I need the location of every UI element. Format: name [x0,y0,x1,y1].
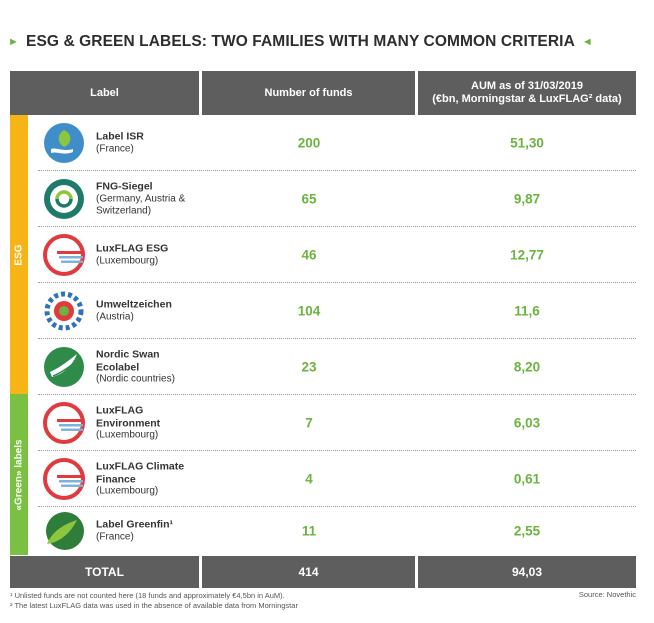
total-label: TOTAL [10,556,199,588]
label-cell: Label ISR (France) [96,130,144,155]
total-aum: 94,03 [418,556,636,588]
label-cell: LuxFLAG ESG (Luxembourg) [96,242,169,267]
table-row: LuxFLAG Environment (Luxembourg) 7 6,03 [28,395,636,451]
label-cell: LuxFLAG Environment (Luxembourg) [96,404,161,441]
luxflag-icon [43,402,85,444]
footnote-2: ² The latest LuxFLAG data was used in th… [10,601,298,610]
aum-value: 11,6 [514,303,540,319]
aum-value: 0,61 [513,471,541,487]
greenfin-icon [46,512,84,550]
aum-value: 2,55 [513,523,541,539]
table-row: Umweltzeichen (Austria) 104 11,6 [28,283,636,339]
funds-value: 4 [305,471,313,487]
label-cell: Nordic Swan Ecolabel (Nordic countries) [96,348,175,385]
header-label: Label [10,71,199,115]
arrow-right-icon: ► [8,36,19,48]
funds-value: 11 [301,523,317,539]
umweltzeichen-icon [44,291,84,331]
funds-value: 7 [305,415,313,431]
label-cell: Umweltzeichen (Austria) [96,298,172,323]
table-row: Label ISR (France) 200 51,30 [28,115,636,171]
funds-value: 46 [301,247,317,263]
source-note: Source: Novethic [578,590,636,599]
luxflag-icon [43,234,85,276]
esg-band: ESG [10,115,28,394]
aum-value: 9,87 [513,191,541,207]
label-isr-icon [44,123,84,163]
aum-value: 8,20 [513,359,541,375]
total-funds: 414 [202,556,415,588]
funds-value: 65 [301,191,317,207]
header-funds: Number of funds [202,71,415,115]
title-text: ESG & GREEN LABELS: TWO FAMILIES WITH MA… [26,33,575,50]
funds-value: 23 [301,359,317,375]
table-row: Nordic Swan Ecolabel (Nordic countries) … [28,339,636,395]
table-row: FNG-Siegel (Germany, Austria & Switzerla… [28,171,636,227]
green-band: «Green» labels [10,394,28,555]
fng-siegel-icon [44,179,84,219]
funds-value: 104 [297,303,321,319]
aum-value: 12,77 [510,247,544,263]
aum-value: 6,03 [513,415,541,431]
luxflag-icon [43,458,85,500]
label-cell: FNG-Siegel (Germany, Austria & Switzerla… [96,180,186,217]
table-row: LuxFLAG Climate Finance (Luxembourg) 4 0… [28,451,636,507]
footnote-1: ¹ Unlisted funds are not counted here (1… [10,591,285,600]
funds-value: 200 [297,135,321,151]
arrow-left-icon: ◄ [581,36,593,48]
aum-value: 51,30 [510,135,544,151]
label-cell: LuxFLAG Climate Finance (Luxembourg) [96,460,185,497]
table-row: Label Greenfin¹ (France) 11 2,55 [28,503,636,559]
table-row: LuxFLAG ESG (Luxembourg) 46 12,77 [28,227,636,283]
nordic-swan-icon [44,347,84,387]
page-title: ► ESG & GREEN LABELS: TWO FAMILIES WITH … [8,32,648,52]
header-aum: AUM as of 31/03/2019 (€bn, Morningstar &… [418,71,636,115]
label-cell: Label Greenfin¹ (France) [96,518,174,543]
